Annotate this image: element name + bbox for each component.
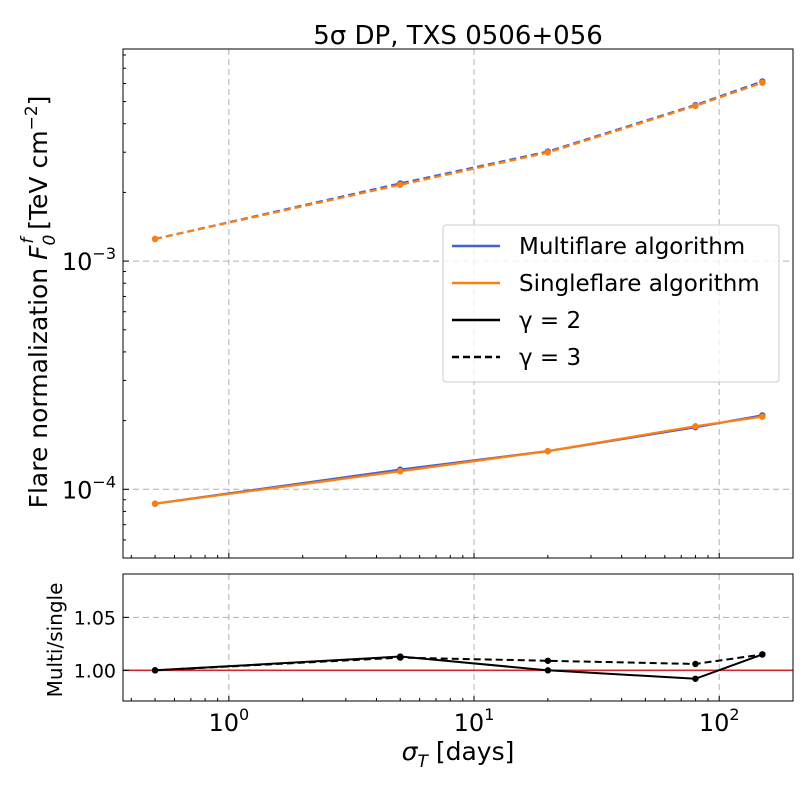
tick-base: 10 <box>62 248 93 276</box>
main-plot-panel: 10−310−4 5σ DP, TXS 0506+056 Flare norma… <box>18 21 794 559</box>
legend-items: Multiflare algorithm Singleflare algorith… <box>452 234 760 371</box>
ratio-data-point <box>692 660 699 668</box>
data-point-single-gamma-3 <box>759 79 766 86</box>
ratio-data-point <box>151 667 159 674</box>
x-tick-label: 100 <box>208 705 249 737</box>
legend-box <box>442 224 780 383</box>
main-axes-frame <box>122 48 794 559</box>
x-axis-label: σT [days] <box>402 737 515 772</box>
data-point-single-gamma-3 <box>544 149 552 156</box>
chart-title: 5σ DP, TXS 0506+056 <box>313 21 603 51</box>
ratio-data-point <box>692 675 699 682</box>
ratio-axes-frame <box>122 573 794 702</box>
data-point-single-gamma-2 <box>397 468 404 475</box>
legend-label: Singleflare algorithm <box>519 271 760 297</box>
ratio-line-gamma-3 <box>155 653 763 672</box>
main-series-group <box>151 78 766 507</box>
ratio-data-point <box>397 654 404 661</box>
tick-base: 10 <box>62 476 93 504</box>
legend: Multiflare algorithm Singleflare algorith… <box>442 224 780 383</box>
data-point-single-gamma-2 <box>544 447 552 455</box>
legend-label: γ = 2 <box>519 308 581 334</box>
legend-label: Multiflare algorithm <box>519 234 745 260</box>
ratio-y-axis-label: Multi/single <box>43 583 67 698</box>
ratio-data-point <box>759 651 766 658</box>
data-point-single-gamma-3 <box>397 181 404 188</box>
data-point-single-gamma-2 <box>759 413 766 420</box>
data-point-single-gamma-2 <box>151 500 159 507</box>
tick-base: 10 <box>699 709 730 737</box>
data-point-single-gamma-3 <box>151 235 159 243</box>
ratio-series-group <box>123 651 793 682</box>
ratio-y-tick-label: 1.05 <box>74 607 116 629</box>
main-tick-labels: 10−310−4 <box>62 244 116 504</box>
legend-label: γ = 3 <box>519 345 581 371</box>
tick-exponent: 2 <box>729 705 739 724</box>
data-point-single-gamma-2 <box>692 423 699 430</box>
x-tick-label: 101 <box>454 705 495 737</box>
data-point-single-gamma-3 <box>692 102 699 110</box>
main-y-tick-label: 10−3 <box>62 244 116 276</box>
ratio-data-point <box>544 657 552 664</box>
tick-exponent: 1 <box>484 705 494 724</box>
ratio-data-point <box>544 667 552 674</box>
main-y-tick-label: 10−4 <box>62 472 116 504</box>
tick-exponent: 0 <box>239 705 249 724</box>
tick-base: 10 <box>208 709 239 737</box>
x-tick-label: 102 <box>699 705 740 737</box>
tick-base: 10 <box>454 709 485 737</box>
tick-exponent: −4 <box>92 472 116 491</box>
ratio-y-tick-label: 1.00 <box>74 660 116 682</box>
tick-exponent: −3 <box>92 244 116 263</box>
